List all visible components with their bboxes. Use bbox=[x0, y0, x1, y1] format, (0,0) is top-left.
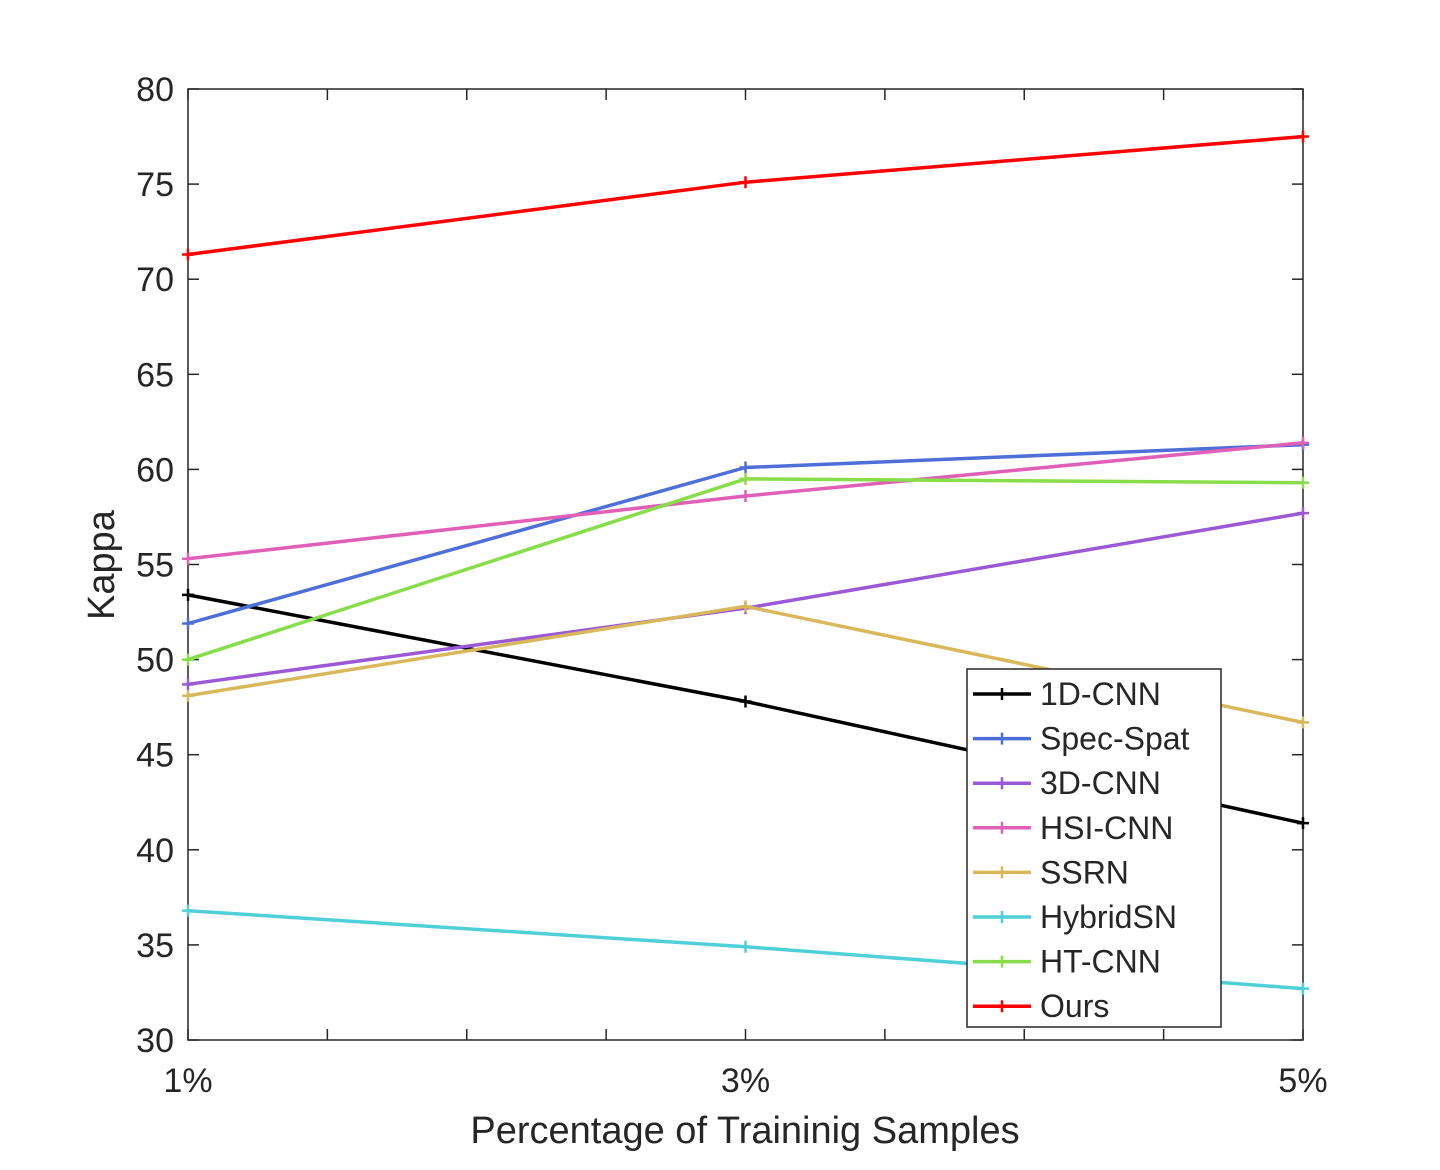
x-axis-title: Percentage of Traininig Samples bbox=[470, 1110, 1019, 1152]
data-point-ours bbox=[1297, 130, 1309, 143]
data-point-hsi-cnn bbox=[182, 552, 194, 565]
legend-label-ht-cnn: HT-CNN bbox=[1040, 944, 1161, 980]
y-axis-title: Kappa bbox=[81, 509, 123, 620]
legend-marker-ours bbox=[996, 1000, 1008, 1013]
data-point-ht-cnn bbox=[739, 472, 752, 485]
y-tick-label: 65 bbox=[136, 356, 174, 394]
legend-marker-1d-cnn bbox=[996, 688, 1008, 700]
legend-marker-3d-cnn bbox=[996, 777, 1008, 790]
data-point-1d-cnn bbox=[1297, 817, 1309, 830]
data-point-hsi-cnn bbox=[739, 490, 752, 503]
legend-box bbox=[966, 668, 1222, 1028]
legend-marker-ht-cnn bbox=[996, 955, 1008, 968]
data-point-hybridsn bbox=[182, 904, 194, 917]
y-tick-label: 35 bbox=[136, 927, 174, 965]
data-point-ht-cnn bbox=[182, 653, 194, 666]
data-point-ours bbox=[739, 176, 752, 189]
x-tick-label: 5% bbox=[1278, 1062, 1327, 1100]
y-tick-label: 55 bbox=[136, 547, 174, 585]
y-tick-label: 30 bbox=[136, 1022, 174, 1060]
x-tick-label: 1% bbox=[163, 1062, 212, 1100]
y-tick-label: 60 bbox=[136, 451, 174, 489]
legend-label-hybridsn: HybridSN bbox=[1040, 899, 1177, 935]
y-tick-label: 80 bbox=[136, 71, 174, 109]
y-tick-label: 40 bbox=[136, 832, 174, 870]
legend-label-ssrn: SSRN bbox=[1040, 854, 1129, 890]
legend-label-spec-spat: Spec-Spat bbox=[1040, 721, 1190, 757]
data-point-hybridsn bbox=[739, 940, 752, 953]
legend-marker-spec-spat bbox=[996, 732, 1008, 745]
y-tick-label: 45 bbox=[136, 737, 174, 775]
data-point-1d-cnn bbox=[182, 588, 194, 601]
tick-labels: 30 35 40 45 50 55 60 65 70 75 80 1% 3% 5% bbox=[136, 71, 1327, 1100]
data-point-ours bbox=[182, 248, 194, 261]
legend: 1D-CNN Spec-Spat 3D-CNN HSI-CNN SSRN HybridSN… bbox=[966, 668, 1222, 1028]
data-point-hsi-cnn bbox=[1297, 436, 1309, 449]
data-point-ssrn bbox=[739, 600, 752, 613]
legend-label-1d-cnn: 1D-CNN bbox=[1040, 676, 1161, 712]
data-point-ht-cnn bbox=[1297, 476, 1309, 489]
data-point-hybridsn bbox=[1297, 982, 1309, 995]
data-point-1d-cnn bbox=[739, 695, 752, 708]
y-tick-label: 70 bbox=[136, 261, 174, 299]
legend-label-3d-cnn: 3D-CNN bbox=[1040, 765, 1161, 801]
legend-marker-hsi-cnn bbox=[996, 821, 1008, 834]
x-tick-label: 3% bbox=[721, 1062, 770, 1100]
data-point-spec-spat bbox=[182, 617, 194, 630]
data-point-3d-cnn bbox=[182, 678, 194, 691]
legend-label-hsi-cnn: HSI-CNN bbox=[1040, 810, 1173, 846]
legend-marker-ssrn bbox=[996, 866, 1008, 879]
data-point-ssrn bbox=[1297, 716, 1309, 729]
y-tick-label: 50 bbox=[136, 642, 174, 680]
legend-label-ours: Ours bbox=[1040, 988, 1109, 1024]
legend-marker-hybridsn bbox=[996, 911, 1008, 923]
y-tick-label: 75 bbox=[136, 166, 174, 204]
data-point-3d-cnn bbox=[1297, 507, 1309, 520]
data-point-spec-spat bbox=[739, 461, 752, 474]
data-point-ssrn bbox=[182, 689, 194, 702]
